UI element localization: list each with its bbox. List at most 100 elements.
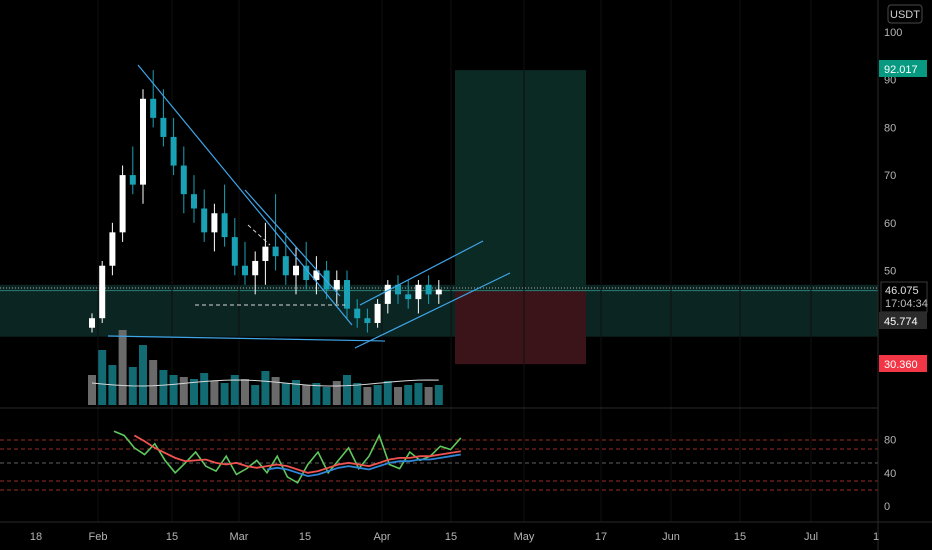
candle-body [129, 175, 136, 185]
volume-bar [139, 345, 147, 405]
rsi-signal-line [266, 453, 461, 478]
volume-bar [373, 385, 382, 405]
volume-bar [312, 383, 321, 405]
time-tick-label: 17 [595, 531, 607, 543]
volume-bar [98, 350, 107, 405]
candle-body [435, 289, 442, 295]
volume-average-line [91, 379, 439, 387]
time-tick-label: Feb [89, 531, 108, 543]
channel-upper-line [359, 240, 484, 306]
rsi-panel [0, 430, 878, 491]
price-tick-label: 100 [884, 27, 902, 39]
stop-loss-zone [455, 290, 586, 365]
rsi-tick-label: 80 [884, 435, 896, 447]
base-support-line [107, 335, 386, 342]
volume-bar [230, 375, 239, 405]
candle-body [109, 232, 116, 266]
price-tag-box [879, 312, 927, 329]
candle-body [191, 194, 197, 209]
price-axis: 100 90 80 70 60 50 80 40 0 [884, 27, 902, 513]
volume-bar [343, 375, 351, 405]
volume-bar [241, 379, 249, 405]
time-tick-label: May [514, 531, 535, 543]
dashed-pattern-line [247, 224, 271, 246]
trendline-drawings[interactable] [107, 64, 511, 349]
rsi-tick-label: 40 [884, 468, 896, 480]
candle-body [242, 265, 248, 276]
volume-bar [190, 379, 198, 405]
candle-body [323, 270, 330, 290]
candle-body [405, 294, 412, 300]
candle-body [262, 246, 269, 261]
candle-body [272, 246, 279, 257]
price-tag-box [879, 60, 927, 77]
time-tick-label: 15 [299, 531, 311, 543]
candle-body [425, 284, 432, 295]
inner-trendline [244, 189, 341, 297]
price-tags: 92.017 45.774 30.360 [879, 60, 927, 372]
volume-bar [394, 387, 402, 405]
volume-bar [179, 377, 188, 405]
volume-bar [169, 375, 178, 405]
volume-bar [434, 385, 443, 405]
time-axis: 18 Feb 15 Mar 15 Apr 15 May 17 Jun 15 Jul 1 [30, 531, 879, 543]
time-tick-label: 1 [873, 531, 879, 543]
volume-bar [149, 360, 158, 405]
volume-bar [200, 373, 209, 405]
volume-bar [302, 385, 311, 405]
rsi-line [113, 430, 462, 484]
price-tag-label: 45.774 [884, 316, 918, 328]
countdown-label: 17:04:34 [885, 298, 928, 310]
time-tick-label: Jun [662, 531, 680, 543]
candle-body [374, 303, 381, 323]
candle-body [99, 265, 106, 319]
volume-bar [292, 380, 300, 405]
volume-bar [363, 387, 372, 405]
price-tick-label: 60 [884, 218, 896, 230]
time-tick-label: Jul [804, 531, 818, 543]
candle-body [170, 136, 177, 166]
descending-trendline [137, 64, 353, 326]
price-tag-box [879, 355, 927, 372]
candle-body [395, 284, 401, 295]
volume-bars [88, 330, 443, 405]
price-tick-label: 50 [884, 266, 896, 278]
price-tag-label: 30.360 [884, 359, 918, 371]
candle-body [150, 98, 157, 118]
candle-body [252, 260, 259, 276]
time-tick-label: Mar [230, 531, 249, 543]
time-tick-label: 15 [734, 531, 746, 543]
volume-bar [220, 383, 229, 405]
price-tick-label: 80 [884, 122, 896, 134]
time-tick-label: 18 [30, 531, 42, 543]
candle-body [384, 284, 391, 304]
rsi-tick-label: 0 [884, 501, 890, 513]
volume-bar [414, 383, 423, 405]
volume-bar [332, 381, 341, 405]
candle-body [180, 165, 187, 195]
volume-bar [118, 330, 127, 405]
channel-lower-line [354, 272, 511, 349]
candle-body [333, 280, 340, 290]
volume-bar [271, 377, 280, 405]
candle-body [313, 270, 320, 281]
candle-body [354, 308, 361, 319]
last-price-label: 46.075 [885, 285, 919, 297]
last-price-box: 46.075 17:04:34 [880, 281, 928, 313]
volume-bar [261, 371, 270, 405]
candle-body [89, 318, 95, 328]
time-tick-label: 15 [445, 531, 457, 543]
candle-body [415, 284, 422, 300]
candle-body [303, 265, 310, 281]
candle-body [364, 318, 371, 323]
volume-bar [424, 387, 433, 405]
candle-body [282, 256, 289, 276]
volume-bar [383, 381, 392, 405]
price-tick-label: 90 [884, 75, 896, 87]
time-tick-label: 15 [166, 531, 178, 543]
candle-body [211, 213, 218, 233]
volume-bar [322, 387, 331, 405]
price-tag-label: 92.017 [884, 64, 918, 76]
currency-badge[interactable]: USDT [887, 4, 923, 24]
